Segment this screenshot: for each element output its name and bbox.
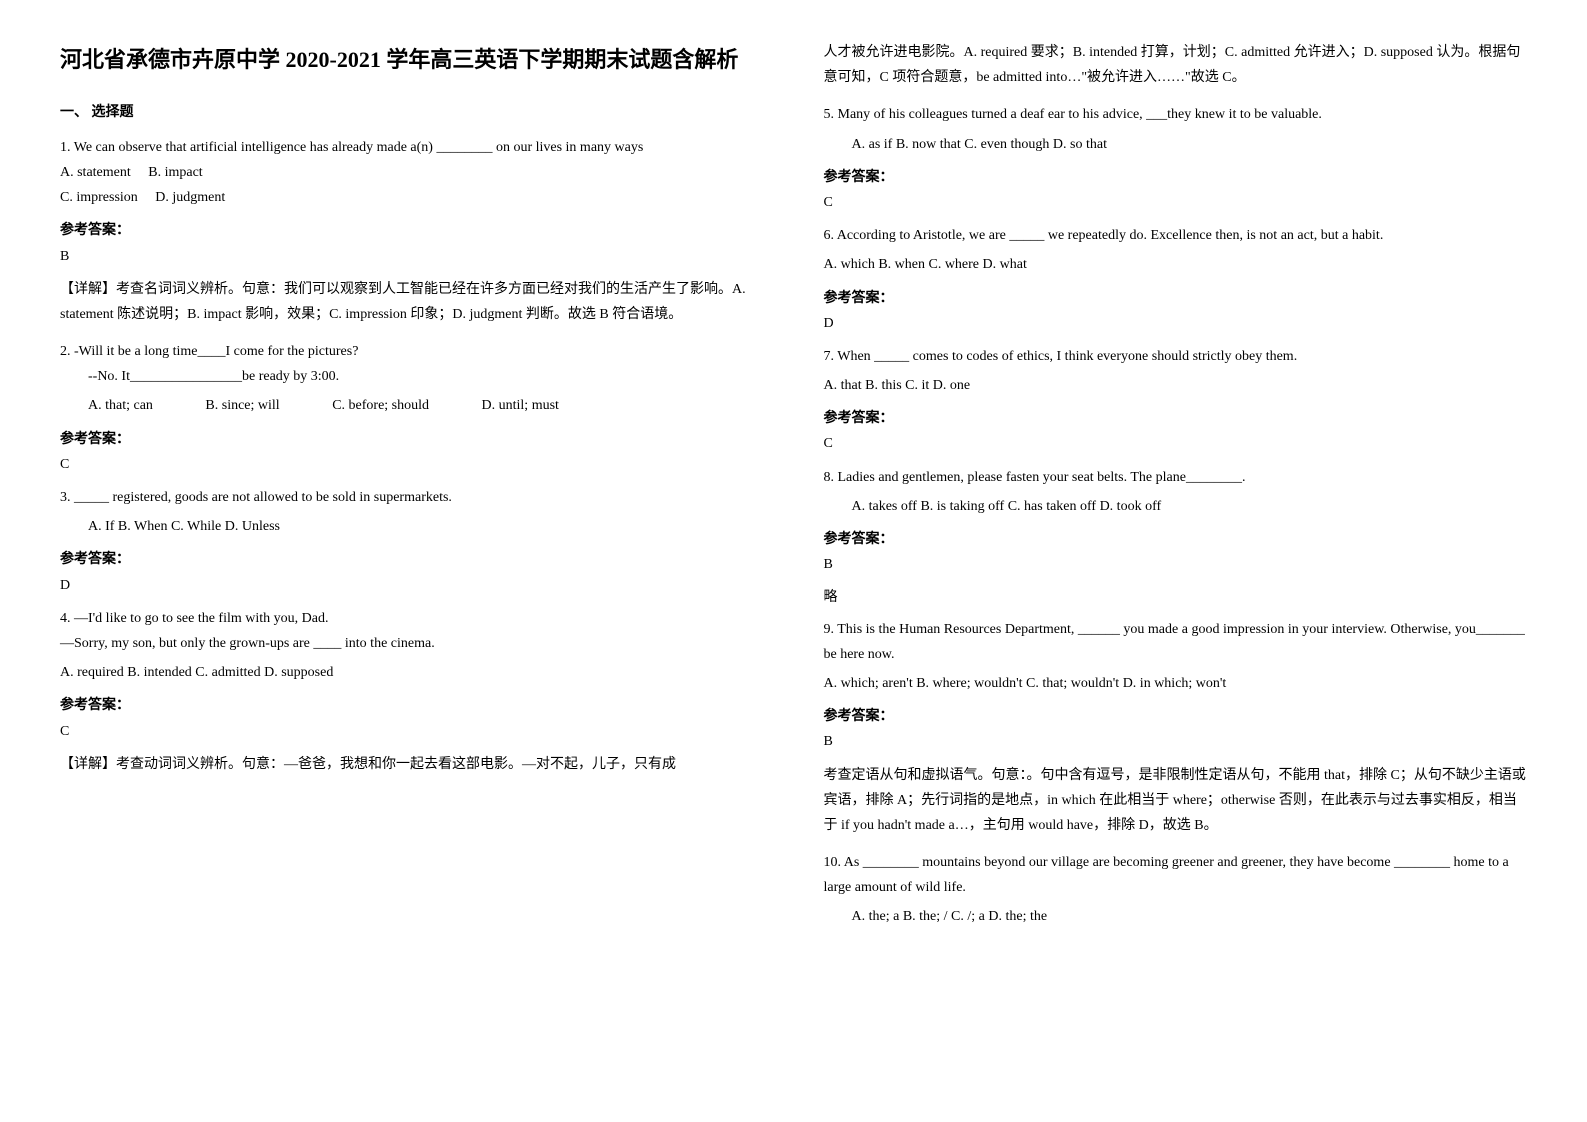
question-8: 8. Ladies and gentlemen, please fasten y… bbox=[824, 465, 1528, 611]
question-9: 9. This is the Human Resources Departmen… bbox=[824, 617, 1528, 839]
q10-options: A. the; a B. the; / C. /; a D. the; the bbox=[824, 904, 1528, 929]
q2-opt-b: B. since; will bbox=[205, 398, 279, 413]
q3-answer-label: 参考答案： bbox=[60, 547, 764, 572]
q4-line2: —Sorry, my son, but only the grown-ups a… bbox=[60, 631, 764, 656]
q1-opt-d: D. judgment bbox=[155, 190, 225, 205]
document-title: 河北省承德市卉原中学 2020-2021 学年高三英语下学期期末试题含解析 bbox=[60, 40, 764, 80]
q1-explanation: 【详解】考查名词词义辨析。句意：我们可以观察到人工智能已经在许多方面已经对我们的… bbox=[60, 277, 764, 327]
q8-options: A. takes off B. is taking off C. has tak… bbox=[824, 494, 1528, 519]
question-4: 4. —I'd like to go to see the film with … bbox=[60, 606, 764, 777]
q8-answer: B bbox=[824, 552, 1528, 577]
q5-answer-label: 参考答案： bbox=[824, 165, 1528, 190]
q10-text: 10. As ________ mountains beyond our vil… bbox=[824, 850, 1528, 900]
q9-options: A. which; aren't B. where; wouldn't C. t… bbox=[824, 671, 1528, 696]
q2-opt-a: A. that; can bbox=[88, 398, 153, 413]
q1-opt-c: C. impression bbox=[60, 190, 138, 205]
q1-opt-b: B. impact bbox=[148, 165, 202, 180]
q5-answer: C bbox=[824, 190, 1528, 215]
q1-options-row1: A. statement B. impact bbox=[60, 160, 764, 185]
q9-answer-label: 参考答案： bbox=[824, 704, 1528, 729]
q6-options: A. which B. when C. where D. what bbox=[824, 252, 1528, 277]
q1-answer-label: 参考答案： bbox=[60, 218, 764, 243]
q4-answer-label: 参考答案： bbox=[60, 693, 764, 718]
question-10: 10. As ________ mountains beyond our vil… bbox=[824, 850, 1528, 930]
q2-text: 2. -Will it be a long time____I come for… bbox=[60, 339, 764, 364]
q3-text: 3. _____ registered, goods are not allow… bbox=[60, 485, 764, 510]
q2-line2: --No. It________________be ready by 3:00… bbox=[60, 364, 764, 389]
q2-opt-d: D. until; must bbox=[482, 398, 559, 413]
q1-text: 1. We can observe that artificial intell… bbox=[60, 135, 764, 160]
right-column: 人才被允许进电影院。A. required 要求；B. intended 打算，… bbox=[824, 40, 1528, 936]
question-3: 3. _____ registered, goods are not allow… bbox=[60, 485, 764, 598]
q2-opt-c: C. before; should bbox=[332, 398, 429, 413]
q5-options: A. as if B. now that C. even though D. s… bbox=[824, 132, 1528, 157]
q7-answer: C bbox=[824, 431, 1528, 456]
q9-answer: B bbox=[824, 729, 1528, 754]
q8-answer-label: 参考答案： bbox=[824, 527, 1528, 552]
question-2: 2. -Will it be a long time____I come for… bbox=[60, 339, 764, 477]
q2-answer-label: 参考答案： bbox=[60, 427, 764, 452]
q8-note: 略 bbox=[824, 585, 1528, 610]
q3-answer: D bbox=[60, 573, 764, 598]
q4-options: A. required B. intended C. admitted D. s… bbox=[60, 660, 764, 685]
question-5: 5. Many of his colleagues turned a deaf … bbox=[824, 102, 1528, 215]
q4-text: 4. —I'd like to go to see the film with … bbox=[60, 606, 764, 631]
section-heading: 一、 选择题 bbox=[60, 100, 764, 125]
question-1: 1. We can observe that artificial intell… bbox=[60, 135, 764, 327]
q1-opt-a: A. statement bbox=[60, 165, 131, 180]
q6-text: 6. According to Aristotle, we are _____ … bbox=[824, 223, 1528, 248]
q4-explanation-part2: 人才被允许进电影院。A. required 要求；B. intended 打算，… bbox=[824, 40, 1528, 90]
q8-text: 8. Ladies and gentlemen, please fasten y… bbox=[824, 465, 1528, 490]
q6-answer: D bbox=[824, 311, 1528, 336]
q7-answer-label: 参考答案： bbox=[824, 406, 1528, 431]
q9-text: 9. This is the Human Resources Departmen… bbox=[824, 617, 1528, 667]
q7-text: 7. When _____ comes to codes of ethics, … bbox=[824, 344, 1528, 369]
q1-options-row2: C. impression D. judgment bbox=[60, 185, 764, 210]
left-column: 河北省承德市卉原中学 2020-2021 学年高三英语下学期期末试题含解析 一、… bbox=[60, 40, 764, 936]
q9-explanation: 考查定语从句和虚拟语气。句意：。句中含有逗号，是非限制性定语从句，不能用 tha… bbox=[824, 763, 1528, 839]
q5-text: 5. Many of his colleagues turned a deaf … bbox=[824, 102, 1528, 127]
q2-answer: C bbox=[60, 452, 764, 477]
q4-explanation-part1: 【详解】考查动词词义辨析。句意：—爸爸，我想和你一起去看这部电影。—对不起，儿子… bbox=[60, 752, 764, 777]
q4-answer: C bbox=[60, 719, 764, 744]
q1-answer: B bbox=[60, 244, 764, 269]
q3-options: A. If B. When C. While D. Unless bbox=[60, 514, 764, 539]
q7-options: A. that B. this C. it D. one bbox=[824, 373, 1528, 398]
q6-answer-label: 参考答案： bbox=[824, 286, 1528, 311]
q2-options: A. that; can B. since; will C. before; s… bbox=[60, 393, 764, 418]
question-7: 7. When _____ comes to codes of ethics, … bbox=[824, 344, 1528, 457]
question-6: 6. According to Aristotle, we are _____ … bbox=[824, 223, 1528, 336]
